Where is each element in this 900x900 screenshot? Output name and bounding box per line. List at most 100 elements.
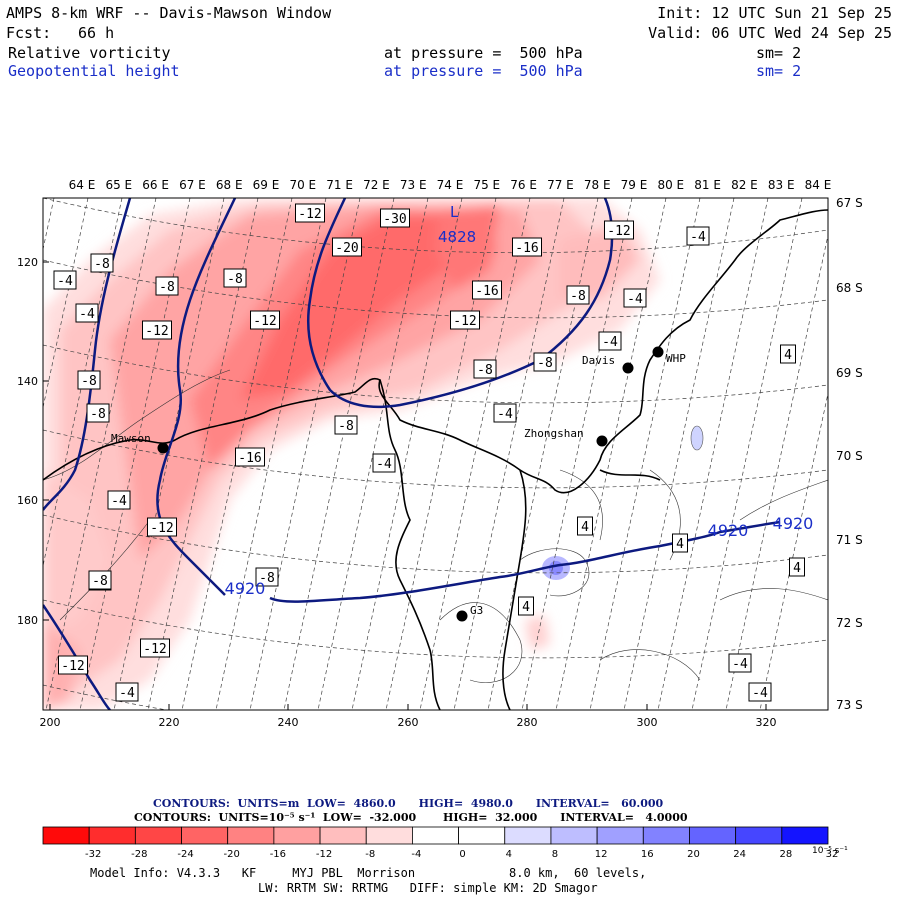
svg-text:-20: -20 xyxy=(335,241,358,256)
field2-name: Geopotential height xyxy=(8,62,180,80)
contour-label: -12 xyxy=(250,310,280,330)
svg-text:-4: -4 xyxy=(602,335,618,350)
svg-text:-8: -8 xyxy=(92,574,108,589)
longitude-label: 81 E xyxy=(694,178,721,192)
contour-label: -16 xyxy=(512,237,542,257)
longitude-label: 74 E xyxy=(437,178,464,192)
contour-label: 4 xyxy=(789,557,805,577)
contour-label: -12 xyxy=(604,220,634,240)
colorbar: -32 -28 -24 -20 -16 -12 -8 -4 0 4 8 12 16 20 24 28 3210⁻… xyxy=(42,826,848,860)
contour-label: -8 xyxy=(90,253,114,273)
svg-text:Davis: Davis xyxy=(582,354,615,367)
svg-text:-8: -8 xyxy=(90,407,106,422)
field2-smoothing: sm= 2 xyxy=(756,62,802,80)
svg-text:WHP: WHP xyxy=(666,352,686,365)
y-axis-ticks: 120 140 160 180 xyxy=(17,256,49,627)
contour-label: 4 xyxy=(518,596,534,616)
contour-label: -8 xyxy=(86,403,110,423)
contour-label: -12 xyxy=(295,203,325,223)
svg-text:-8: -8 xyxy=(94,257,110,272)
svg-text:-12: -12 xyxy=(150,521,173,536)
contour-label: -8 xyxy=(334,415,358,435)
longitude-label: 79 E xyxy=(621,178,648,192)
latitude-label: 69 S xyxy=(836,366,863,380)
longitude-label: 83 E xyxy=(768,178,795,192)
colorbar-label: -4 xyxy=(411,849,421,860)
y-tick-label: 120 xyxy=(17,256,38,269)
plot-frame xyxy=(42,197,829,711)
svg-text:-16: -16 xyxy=(475,284,498,299)
svg-text:-16: -16 xyxy=(515,241,538,256)
svg-text:-4: -4 xyxy=(752,686,768,701)
colorbar-label: 8 xyxy=(552,849,558,860)
x-tick-label: 280 xyxy=(517,716,538,729)
svg-text:-8: -8 xyxy=(81,374,97,389)
contour-label: -8 xyxy=(566,285,590,305)
contour-label: -4 xyxy=(115,682,139,702)
station-g3: G3 xyxy=(456,604,483,622)
svg-text:-12: -12 xyxy=(145,324,168,339)
x-tick-label: 200 xyxy=(40,716,61,729)
svg-text:-12: -12 xyxy=(253,314,276,329)
svg-text:-8: -8 xyxy=(570,289,586,304)
valid-time: Valid: 06 UTC Wed 24 Sep 25 xyxy=(648,24,892,42)
station-mawson: Mawson xyxy=(111,432,169,454)
colorbar-swatch xyxy=(88,826,136,845)
colorbar-label: -12 xyxy=(316,849,332,860)
longitude-label: 65 E xyxy=(105,178,132,192)
contour-label: -4 xyxy=(53,270,77,290)
colorbar-swatch xyxy=(319,826,367,845)
longitude-label: 67 E xyxy=(179,178,206,192)
forecast-hour: 66 h xyxy=(78,24,115,42)
station-davis: Davis xyxy=(582,354,634,374)
longitude-label: 84 E xyxy=(805,178,832,192)
colorbar-label: 0 xyxy=(459,849,465,860)
colorbar-swatch xyxy=(550,826,598,845)
colorbar-swatch xyxy=(781,826,829,845)
colorbar-label: 4 xyxy=(506,849,512,860)
plot-title: AMPS 8-km WRF -- Davis-Mawson Window xyxy=(6,4,332,22)
contour-label: -12 xyxy=(142,320,172,340)
longitude-label: 69 E xyxy=(253,178,280,192)
height-contour-label: 4920 xyxy=(773,514,814,533)
y-tick-label: 140 xyxy=(17,375,38,388)
longitude-label: 71 E xyxy=(326,178,353,192)
station-whp: WHP xyxy=(652,346,686,365)
longitude-label: 70 E xyxy=(289,178,316,192)
svg-text:4: 4 xyxy=(793,561,801,576)
x-axis-ticks: 200 220 240 260 280 300 320 xyxy=(40,704,777,729)
svg-text:-4: -4 xyxy=(57,274,73,289)
longitude-label: 66 E xyxy=(142,178,169,192)
physics-info: LW: RRTM SW: RRTMG DIFF: simple KM: 2D S… xyxy=(258,881,598,895)
station-zhongshan: Zhongshan xyxy=(524,427,608,447)
colorbar-swatch xyxy=(181,826,229,845)
colorbar-swatch xyxy=(42,826,90,845)
init-time: Init: 12 UTC Sun 21 Sep 25 xyxy=(657,4,892,22)
longitude-label: 73 E xyxy=(400,178,427,192)
x-tick-label: 260 xyxy=(398,716,419,729)
field1-smoothing: sm= 2 xyxy=(756,44,802,62)
colorbar-swatch xyxy=(504,826,552,845)
contour-label: -4 xyxy=(748,682,772,702)
contour-label: -8 xyxy=(255,567,279,587)
longitude-label: 75 E xyxy=(473,178,500,192)
svg-text:4: 4 xyxy=(581,520,589,535)
forecast-label: Fcst: xyxy=(6,24,52,42)
colorbar-label: 20 xyxy=(687,849,700,860)
contour-label: -16 xyxy=(235,447,265,467)
colorbar-label: -24 xyxy=(177,849,193,860)
contour-label: -16 xyxy=(472,280,502,300)
svg-text:-8: -8 xyxy=(159,280,175,295)
colorbar-swatch xyxy=(134,826,182,845)
contour-label: -12 xyxy=(140,638,170,658)
low-value: 4828 xyxy=(438,228,476,246)
svg-text:-12: -12 xyxy=(143,642,166,657)
svg-text:-12: -12 xyxy=(61,659,84,674)
svg-text:4: 4 xyxy=(676,537,684,552)
height-contour-info: CONTOURS: UNITS=m LOW= 4860.0 HIGH= 4980… xyxy=(153,797,664,810)
svg-text:-8: -8 xyxy=(227,272,243,287)
svg-text:4: 4 xyxy=(522,600,530,615)
contour-label: -12 xyxy=(450,310,480,330)
svg-text:-12: -12 xyxy=(607,224,630,239)
contour-label: -4 xyxy=(598,331,622,351)
